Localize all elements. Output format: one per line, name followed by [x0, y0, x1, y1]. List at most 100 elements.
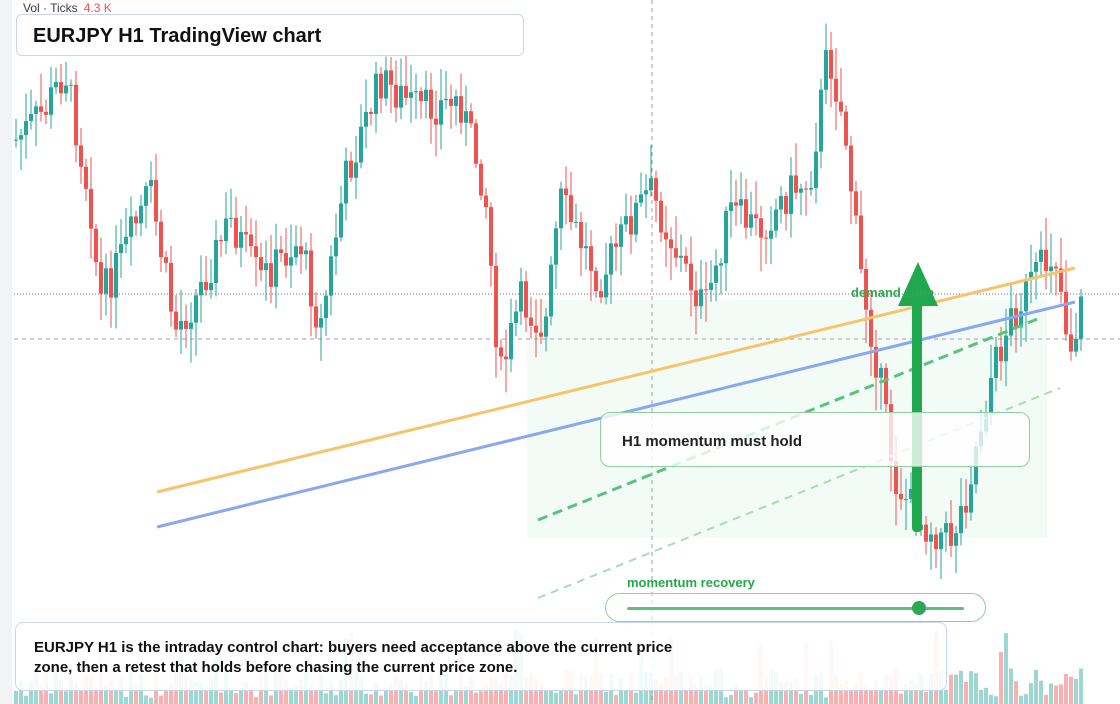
volume-bar — [879, 690, 883, 704]
chart-title-box: EURJPY H1 TradingView chart — [16, 14, 524, 56]
volume-bar — [684, 689, 688, 704]
candle-body — [419, 91, 423, 102]
volume-bar — [1044, 694, 1048, 704]
volume-bar — [404, 683, 408, 704]
candle-body — [724, 210, 728, 264]
volume-legend: Vol · Ticks 4.3 K — [23, 1, 112, 15]
volume-bar — [1059, 684, 1063, 704]
candle-body — [144, 186, 148, 206]
candle-body — [244, 232, 248, 235]
candle-body — [799, 188, 803, 193]
momentum-slider[interactable] — [605, 593, 986, 622]
volume-bar — [484, 683, 488, 704]
candle-body — [314, 306, 318, 328]
candle-body — [789, 175, 793, 214]
candle-body — [234, 217, 238, 248]
candle-body — [1064, 291, 1068, 335]
candle-body — [409, 92, 413, 98]
candle-body — [744, 199, 748, 228]
candle-body — [589, 246, 593, 271]
volume-bar — [49, 693, 53, 704]
candle-body — [774, 209, 778, 231]
volume-bar — [1014, 681, 1018, 704]
slider-thumb[interactable] — [912, 601, 926, 615]
volume-bar — [149, 697, 153, 704]
candle-body — [484, 195, 488, 208]
candle-body — [209, 283, 213, 291]
volume-bar — [949, 674, 953, 704]
candle-body — [734, 202, 738, 206]
candle-body — [19, 135, 23, 140]
candle-body — [654, 178, 658, 201]
candle-body — [674, 248, 678, 258]
candle-body — [54, 82, 58, 88]
candle-body — [194, 295, 198, 323]
volume-bar — [794, 679, 798, 704]
candle-body — [504, 356, 508, 360]
momentum-callout[interactable]: H1 momentum must hold — [600, 412, 1030, 467]
volume-bar — [359, 679, 363, 704]
candle-body — [574, 221, 578, 223]
candle-body — [249, 234, 253, 247]
volume-bar — [414, 695, 418, 704]
candle-body — [299, 246, 303, 255]
candle-body — [469, 111, 473, 124]
candle-body — [759, 218, 763, 238]
candle-body — [394, 84, 398, 108]
candle-body — [649, 178, 653, 191]
candle-body — [524, 281, 528, 318]
candle-body — [804, 188, 808, 190]
volume-bar — [64, 691, 68, 704]
volume-bar — [809, 694, 813, 704]
volume-bar — [784, 681, 788, 704]
candle-body — [334, 237, 338, 257]
volume-bar — [824, 697, 828, 704]
candle-body — [644, 190, 648, 195]
candle-body — [904, 499, 908, 501]
chart-title: EURJPY H1 TradingView chart — [33, 25, 322, 47]
candle-body — [869, 309, 873, 347]
volume-bar — [464, 686, 468, 704]
candle-body — [399, 85, 403, 108]
candle-body — [1049, 266, 1053, 272]
candle-body — [114, 253, 118, 298]
candle-body — [594, 270, 598, 292]
volume-bar — [734, 683, 738, 704]
candle-body — [964, 506, 968, 513]
candle-body — [14, 139, 18, 141]
volume-bar — [904, 684, 908, 704]
candle-body — [464, 111, 468, 123]
candle-body — [659, 200, 663, 233]
candle-body — [44, 111, 48, 115]
volume-bar — [874, 680, 878, 704]
slider-track[interactable] — [627, 607, 964, 610]
candle-body — [84, 166, 88, 189]
candle-body — [564, 188, 568, 196]
candle-body — [149, 179, 153, 187]
candle-body — [354, 162, 358, 178]
candle-body — [599, 291, 603, 298]
candle-body — [959, 506, 963, 534]
volume-bar — [749, 697, 753, 704]
volume-bar — [109, 680, 113, 704]
candle-body — [709, 282, 713, 290]
candle-body — [664, 232, 668, 240]
candle-body — [79, 145, 83, 167]
candle-body — [454, 96, 458, 106]
volume-bar — [924, 691, 928, 704]
volume-bar — [909, 680, 913, 704]
volume-bar — [1069, 676, 1073, 704]
candle-body — [519, 281, 523, 312]
volume-bar — [1054, 685, 1058, 704]
candle-body — [254, 246, 258, 258]
candle-body — [199, 281, 203, 296]
candle-body — [474, 123, 478, 164]
candle-body — [609, 243, 613, 275]
candle-body — [39, 106, 43, 112]
candle-body — [174, 311, 178, 330]
candle-body — [384, 70, 388, 99]
candle-body — [969, 484, 973, 513]
candle-body — [514, 311, 518, 324]
candle-body — [489, 207, 493, 266]
